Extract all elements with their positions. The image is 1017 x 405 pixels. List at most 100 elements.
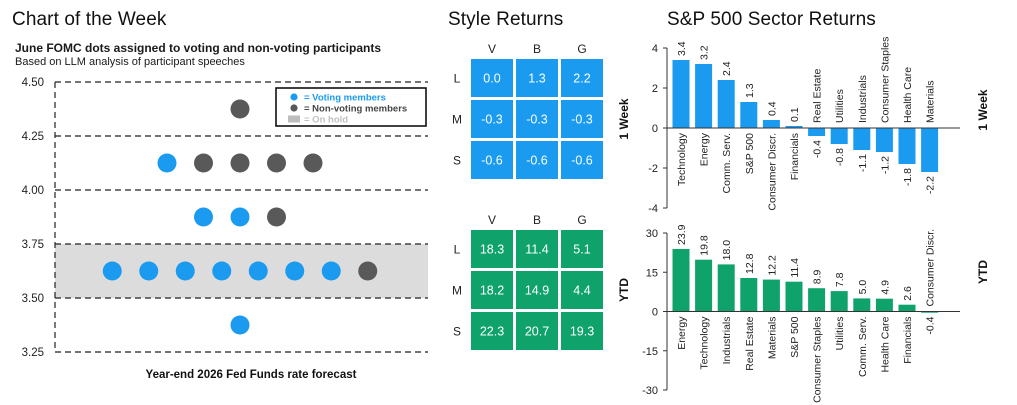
sector-category-label: Comm. Serv. <box>721 133 733 193</box>
legend-entry: = On hold <box>304 115 348 126</box>
voting-member-dot <box>212 261 232 281</box>
sector-bar <box>717 80 735 128</box>
style-cell-value: 18.3 <box>480 243 504 257</box>
style-heatmap-week: V B G L 0.0 1.3 2.2 M -0.3 -0.3 -0.3 S -0.6 -0.6 -0.6 1… <box>452 42 631 179</box>
nonvoting-member-dot <box>194 153 213 173</box>
style-column-label: G <box>577 42 586 56</box>
sector-category-label: Energy <box>676 316 688 350</box>
sector-bar <box>875 298 893 312</box>
style-heatmap-ytd: V B G L 18.3 11.4 5.1 M 18.2 14.9 4.4 S 22.3 20.7 19.3… <box>452 213 631 350</box>
style-cell-value: 2.2 <box>573 72 590 86</box>
sector-period-label: YTD <box>976 260 990 284</box>
nonvoting-member-dot <box>358 261 378 281</box>
voting-member-dot <box>157 153 177 173</box>
style-cell <box>561 59 603 97</box>
nonvoting-member-dot <box>303 153 323 173</box>
style-cell <box>471 271 513 309</box>
style-cell <box>516 271 558 309</box>
style-cell <box>516 100 558 138</box>
dots-x-axis-label: Year-end 2026 Fed Funds rate forecast <box>146 369 357 381</box>
sector-category-label: Health Care <box>902 67 914 123</box>
style-cell <box>561 141 603 179</box>
sector-bar <box>898 304 916 312</box>
style-row-label: L <box>454 243 461 257</box>
dots-y-tick-label: 3.50 <box>22 293 44 305</box>
voting-member-dot <box>175 261 195 281</box>
style-column-label: V <box>488 42 496 56</box>
dots-legend-box <box>275 87 427 127</box>
sector-category-label: Materials <box>925 80 937 123</box>
sector-bar <box>921 128 939 172</box>
sector-category-label: Materials <box>766 317 778 360</box>
sector-value-label: -0.8 <box>834 148 846 166</box>
style-cell-value: 11.4 <box>525 243 548 257</box>
voting-member-dot <box>248 261 268 281</box>
voting-member-dot <box>139 261 159 281</box>
style-row-label: M <box>452 113 462 127</box>
sector-bar <box>830 291 848 312</box>
sector-category-label: Energy <box>699 132 711 166</box>
sector-bar <box>898 128 916 164</box>
main-title: Chart of the Week <box>12 9 167 30</box>
sector-value-label: 2.4 <box>721 61 733 76</box>
style-column-label: G <box>577 213 586 227</box>
sector-y-tick-label: 2 <box>652 83 658 95</box>
sector-value-label: 5.0 <box>857 280 869 295</box>
sector-y-tick-label: -30 <box>642 385 658 397</box>
sector-category-label: Utilities <box>834 89 846 123</box>
sector-bar <box>785 281 803 312</box>
sector-bar <box>808 128 826 136</box>
dots-y-tick-label: 4.00 <box>22 185 44 197</box>
voting-member-dot <box>230 315 250 335</box>
style-cell <box>561 312 603 350</box>
sector-category-label: Technology <box>676 132 688 186</box>
style-cell-value: -0.3 <box>571 113 593 127</box>
sector-value-label: 7.8 <box>834 272 846 287</box>
sector-bar <box>830 128 848 144</box>
sector-value-label: 2.6 <box>902 286 914 301</box>
sector-category-label: Consumer Staples <box>879 37 891 123</box>
sector-value-label: 11.4 <box>789 258 801 278</box>
sector-bar-chart-week: 4 2 0 -2 -4 3.4 Technology 3.2 Energy 2.4 Comm. Se… <box>648 37 990 215</box>
sector-bar <box>762 279 780 312</box>
style-row-label: M <box>452 284 462 298</box>
style-row-label: S <box>453 325 461 339</box>
style-cell <box>516 230 558 268</box>
style-cell <box>561 100 603 138</box>
sector-value-label: 4.9 <box>879 280 891 295</box>
sector-bar <box>853 128 871 150</box>
sector-bar <box>717 264 735 312</box>
style-cell-value: 22.3 <box>480 325 504 339</box>
sector-bar <box>740 102 758 128</box>
sector-bar <box>740 278 758 312</box>
sector-category-label: Real Estate <box>744 316 756 370</box>
style-cell-value: 5.1 <box>573 243 590 257</box>
sector-category-label: Technology <box>699 316 711 370</box>
sector-y-tick-label: 0 <box>652 123 658 135</box>
sector-y-tick-label: 0 <box>652 307 658 319</box>
sector-value-label: -1.1 <box>857 154 869 172</box>
style-returns-title: Style Returns <box>448 9 564 30</box>
sector-value-label: 0.1 <box>789 107 801 122</box>
sector-category-label: Comm. Serv. <box>857 317 869 377</box>
sector-y-tick-label: 30 <box>646 228 658 240</box>
style-cell <box>471 59 513 97</box>
style-cell <box>471 230 513 268</box>
legend-swatch <box>288 115 300 123</box>
style-cell <box>471 141 513 179</box>
style-cell-value: 4.4 <box>573 284 590 298</box>
sector-value-label: 8.9 <box>812 269 824 284</box>
dots-y-tick-label: 3.75 <box>22 239 44 251</box>
dots-y-tick-label: 4.25 <box>22 131 44 143</box>
dots-chart-subtitle: Based on LLM analysis of participant spe… <box>15 56 245 68</box>
sector-value-label: 3.4 <box>676 41 688 56</box>
style-cell-value: 14.9 <box>525 284 549 298</box>
dots-chart-title: June FOMC dots assigned to voting and no… <box>15 41 382 55</box>
sector-returns-title: S&P 500 Sector Returns <box>667 9 876 30</box>
style-cell-value: 1.3 <box>528 72 545 86</box>
sector-value-label: -1.8 <box>902 168 914 186</box>
style-cell <box>516 312 558 350</box>
sector-bar <box>695 64 713 128</box>
voting-member-dot <box>230 207 250 227</box>
